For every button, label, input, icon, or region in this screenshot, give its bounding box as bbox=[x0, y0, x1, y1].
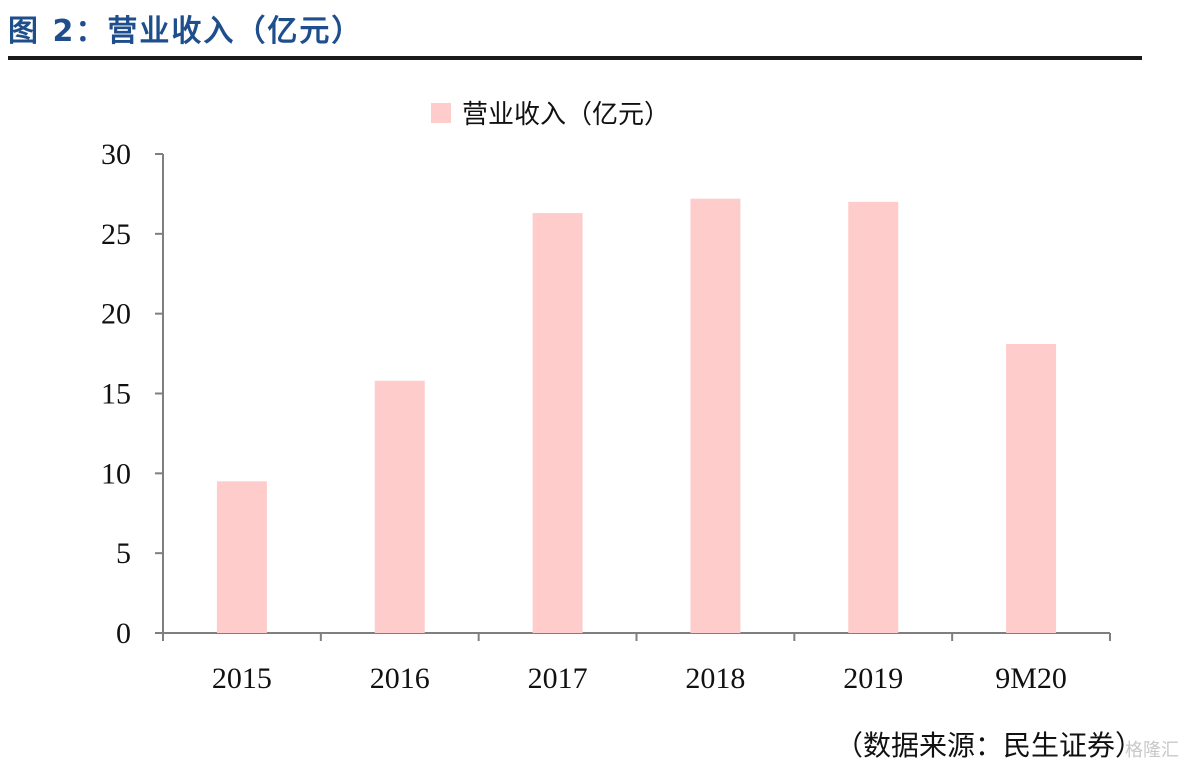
y-tick-label: 25 bbox=[101, 218, 131, 251]
y-tick-label: 15 bbox=[101, 378, 131, 411]
legend: 营业收入（亿元） bbox=[431, 100, 670, 130]
y-tick-label: 5 bbox=[116, 537, 131, 570]
bar-2019 bbox=[848, 201, 899, 633]
bar-9M20 bbox=[1006, 344, 1057, 633]
watermark: 格隆汇 bbox=[1125, 740, 1179, 761]
y-axis: 0 5 10 15 20 25 30 bbox=[101, 138, 164, 650]
title-rule bbox=[8, 56, 1142, 60]
x-tick-label: 2016 bbox=[370, 662, 430, 695]
y-tick-label: 30 bbox=[101, 138, 131, 171]
legend-swatch bbox=[431, 103, 451, 123]
bar-2017 bbox=[532, 213, 583, 633]
x-tick-label: 2019 bbox=[843, 662, 903, 695]
x-tick-label: 2018 bbox=[685, 662, 745, 695]
y-tick-label: 20 bbox=[101, 298, 131, 331]
y-tick-label: 0 bbox=[116, 617, 131, 650]
x-tick-label: 2017 bbox=[528, 662, 588, 695]
x-tick-label: 9M20 bbox=[995, 662, 1067, 695]
legend-label: 营业收入（亿元） bbox=[462, 100, 670, 130]
x-axis: 2015 2016 2017 2018 2019 9M20 bbox=[162, 632, 1111, 695]
bar-2018 bbox=[690, 198, 741, 633]
bar-2015 bbox=[216, 481, 267, 633]
x-tick-label: 2015 bbox=[212, 662, 272, 695]
source-note: （数据来源：民生证券） bbox=[834, 729, 1143, 762]
y-tick-label: 10 bbox=[101, 457, 131, 490]
figure-title: 图 2：营业收入（亿元） bbox=[8, 14, 364, 49]
bars bbox=[216, 198, 1057, 633]
bar-2016 bbox=[374, 380, 425, 633]
